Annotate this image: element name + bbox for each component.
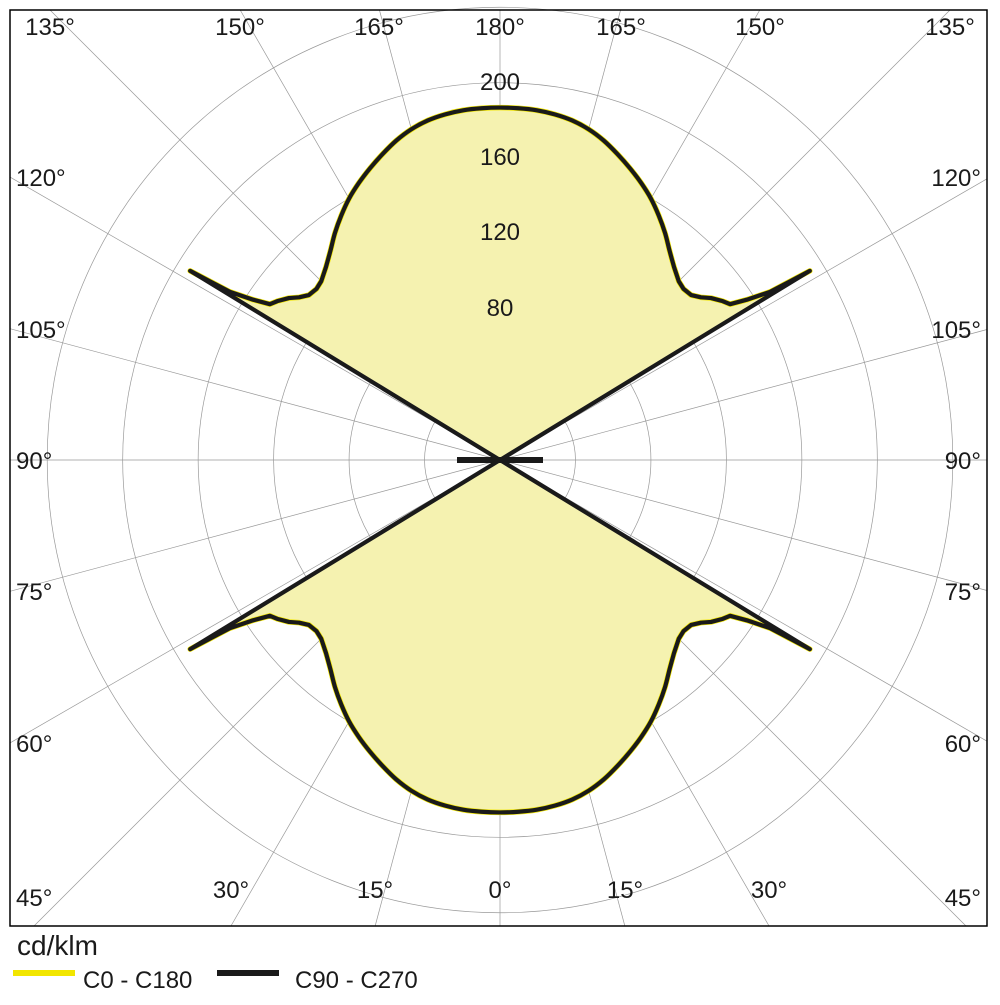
svg-text:90°: 90° xyxy=(945,448,981,475)
svg-text:150°: 150° xyxy=(215,14,265,41)
svg-text:200: 200 xyxy=(480,69,520,96)
svg-text:0°: 0° xyxy=(489,877,512,904)
svg-text:60°: 60° xyxy=(16,731,52,758)
svg-text:120: 120 xyxy=(480,219,520,246)
svg-text:60°: 60° xyxy=(945,731,981,758)
svg-text:30°: 30° xyxy=(751,877,787,904)
svg-text:C90 - C270: C90 - C270 xyxy=(295,967,418,994)
svg-text:C0 - C180: C0 - C180 xyxy=(83,967,192,994)
svg-text:15°: 15° xyxy=(357,877,393,904)
svg-text:120°: 120° xyxy=(16,165,66,192)
svg-text:160: 160 xyxy=(480,144,520,171)
svg-text:45°: 45° xyxy=(945,885,981,912)
svg-text:30°: 30° xyxy=(213,877,249,904)
svg-text:90°: 90° xyxy=(16,448,52,475)
svg-text:105°: 105° xyxy=(16,317,66,344)
svg-text:165°: 165° xyxy=(354,14,404,41)
svg-text:135°: 135° xyxy=(925,14,975,41)
svg-text:135°: 135° xyxy=(25,14,75,41)
svg-text:75°: 75° xyxy=(16,579,52,606)
svg-text:165°: 165° xyxy=(596,14,646,41)
svg-text:150°: 150° xyxy=(735,14,785,41)
svg-text:80: 80 xyxy=(487,295,514,322)
svg-text:105°: 105° xyxy=(931,317,981,344)
svg-text:120°: 120° xyxy=(931,165,981,192)
svg-text:cd/klm: cd/klm xyxy=(17,930,98,961)
svg-text:45°: 45° xyxy=(16,885,52,912)
svg-text:75°: 75° xyxy=(945,579,981,606)
svg-text:180°: 180° xyxy=(475,14,525,41)
svg-text:15°: 15° xyxy=(607,877,643,904)
